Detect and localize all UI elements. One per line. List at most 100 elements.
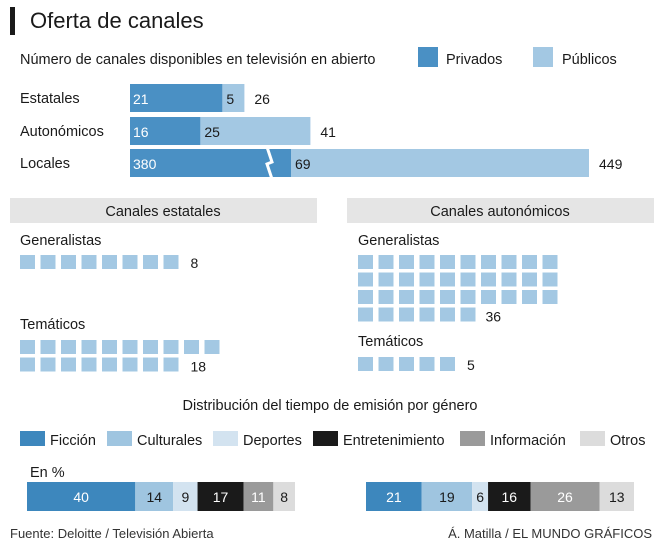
autonomicos-generalistas-square: [542, 290, 558, 304]
bar-publicos-0: [222, 84, 245, 112]
autonomicos-generalistas-square: [440, 290, 455, 304]
autonomicos-tematicos-square: [419, 357, 435, 371]
legend-swatch-genre-3: [313, 431, 338, 446]
panel-header-autonomicos: [347, 198, 654, 223]
legend-label-genre-4: Información: [490, 433, 566, 449]
legend-swatch-genre-4: [460, 431, 485, 446]
picto-estatales-label-0: Generalistas: [20, 233, 101, 249]
dist-segment-1-0: [366, 482, 422, 511]
legend-swatch-genre-5: [580, 431, 605, 446]
bar-total-0: 26: [254, 91, 270, 107]
autonomicos-generalistas-square: [542, 255, 558, 269]
dist-value-1-2: 6: [476, 489, 484, 505]
autonomicos-generalistas-square: [378, 307, 394, 322]
autonomicos-generalistas-square: [501, 290, 517, 304]
estatales-tematicos-square: [81, 340, 97, 354]
autonomicos-generalistas-square: [481, 290, 496, 304]
autonomicos-generalistas-square: [378, 272, 394, 287]
dist-segment-1-4: [530, 482, 600, 511]
dist-segment-1-5: [599, 482, 634, 511]
autonomicos-tematicos-square: [440, 357, 455, 371]
bar-privados-2: [130, 149, 291, 177]
dist-value-1-4: 26: [557, 489, 573, 505]
category-label-2: Locales: [20, 156, 70, 172]
bar-value-publicos-1: 25: [204, 124, 220, 140]
estatales-tematicos-square: [184, 340, 199, 354]
autonomicos-generalistas-square: [522, 272, 537, 287]
axis-break-mark: [265, 146, 274, 180]
dist-value-0-5: 8: [280, 489, 288, 505]
autonomicos-generalistas-square: [358, 255, 373, 269]
dist-segment-1-2: [472, 482, 489, 511]
estatales-tematicos-square: [122, 340, 138, 354]
page-title: Oferta de canales: [30, 8, 204, 33]
autonomicos-generalistas-square: [542, 272, 558, 287]
autonomicos-generalistas-square: [358, 272, 373, 287]
autonomicos-generalistas-square: [399, 272, 414, 287]
distribution-legend: Ficción Culturales Deportes Entretenimiento…: [20, 431, 645, 449]
dist-segment-0-2: [173, 482, 198, 511]
dist-value-0-1: 14: [146, 489, 162, 505]
estatales-tematicos-square: [61, 340, 76, 354]
estatales-tematicos-square: [40, 357, 56, 372]
autonomicos-generalistas-square: [399, 290, 414, 304]
estatales-tematicos-square: [122, 357, 138, 372]
estatales-tematicos-square: [81, 357, 97, 372]
legend-label-privados: Privados: [446, 52, 502, 68]
autonomicos-generalistas-square: [419, 290, 435, 304]
dist-value-1-1: 19: [439, 489, 455, 505]
picto-estatales-label-1: Temáticos: [20, 317, 85, 333]
autonomicos-generalistas-square: [501, 255, 517, 269]
autonomicos-generalistas-square: [522, 290, 537, 304]
estatales-tematicos-square: [102, 340, 117, 354]
pictogram-area: Generalistas 8 Temáticos 18 Generalistas 36 Te…: [20, 233, 558, 375]
estatales-tematicos-square: [143, 340, 158, 354]
legend-label-genre-1: Culturales: [137, 433, 202, 449]
autonomicos-generalistas-square: [440, 307, 455, 322]
autonomicos-tematicos-square: [399, 357, 414, 371]
estatales-tematicos-square: [163, 340, 179, 354]
legend-label-genre-0: Ficción: [50, 433, 96, 449]
legend-swatch-genre-0: [20, 431, 45, 446]
distribution-bars: 40 14 9 17 11 8 21 19 6 16 26 13: [27, 482, 634, 511]
estatales-generalistas-square: [163, 255, 179, 269]
legend-label-genre-5: Otros: [610, 433, 645, 449]
picto-autonomicos-value-0: 36: [486, 309, 502, 325]
dist-segment-1-3: [488, 482, 531, 511]
estatales-generalistas-square: [102, 255, 117, 269]
bar-value-publicos-0: 5: [226, 91, 234, 107]
autonomicos-generalistas-square: [419, 255, 435, 269]
panel-title-autonomicos: Canales autonómicos: [430, 204, 569, 220]
bar-publicos-2: [291, 149, 589, 177]
autonomicos-generalistas-square: [399, 307, 414, 322]
autonomicos-generalistas-square: [399, 255, 414, 269]
bar-value-publicos-2: 69: [295, 156, 311, 172]
dist-segment-1-1: [421, 482, 473, 511]
dist-segment-0-0: [27, 482, 136, 511]
credit-note: Á. Matilla / EL MUNDO GRÁFICOS: [448, 526, 652, 541]
autonomicos-generalistas-square: [460, 307, 476, 322]
picto-autonomicos-label-1: Temáticos: [358, 334, 423, 350]
dist-value-1-5: 13: [609, 489, 625, 505]
autonomicos-generalistas-square: [358, 290, 373, 304]
panel-title-estatales: Canales estatales: [105, 204, 220, 220]
estatales-tematicos-square: [204, 340, 220, 354]
picto-estatales-value-1: 18: [191, 359, 207, 375]
legend-label-genre-3: Entretenimiento: [343, 433, 445, 449]
autonomicos-generalistas-square: [481, 255, 496, 269]
estatales-tematicos-square: [20, 340, 35, 354]
dist-segment-0-4: [243, 482, 274, 511]
picto-autonomicos-value-1: 5: [467, 357, 475, 373]
autonomicos-generalistas-square: [460, 272, 476, 287]
autonomicos-generalistas-square: [358, 307, 373, 322]
distribution-title: Distribución del tiempo de emisión por g…: [183, 398, 478, 414]
panel-header-estatales: [10, 198, 317, 223]
picto-estatales-value-0: 8: [191, 255, 199, 271]
legend-swatch-publicos: [533, 47, 553, 67]
dist-segment-0-5: [273, 482, 295, 511]
estatales-tematicos-square: [102, 357, 117, 372]
autonomicos-generalistas-square: [419, 272, 435, 287]
category-label-0: Estatales: [20, 91, 80, 107]
estatales-tematicos-square: [143, 357, 158, 372]
